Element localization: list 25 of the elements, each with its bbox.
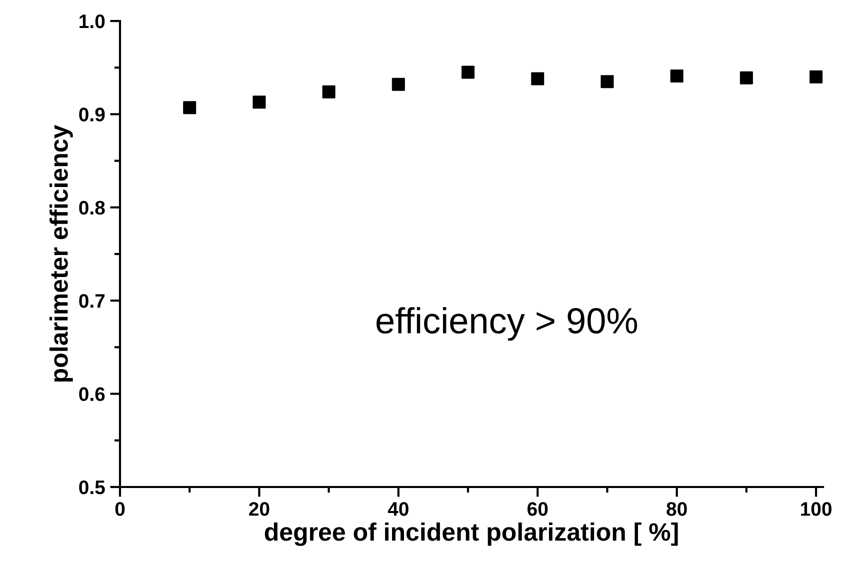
y-tick-label: 0.5: [79, 480, 105, 494]
x-tick-label: 80: [666, 502, 687, 516]
point: [740, 71, 753, 84]
point: [462, 66, 475, 79]
y-tick-label: 0.7: [79, 294, 105, 308]
point: [183, 101, 196, 114]
x-tick-label: 0: [115, 502, 125, 516]
y-axis-title: polarimeter efficiency: [50, 124, 73, 382]
annotation: efficiency > 90%: [376, 307, 638, 341]
x-tick-label: 60: [528, 502, 548, 516]
point: [670, 69, 684, 82]
y-tick-label: 0.8: [79, 200, 105, 215]
point: [322, 85, 336, 98]
x-tick-label: 100: [801, 502, 832, 516]
x-tick-label: 20: [249, 502, 270, 516]
y-tick-label: 0.9: [79, 108, 105, 122]
y-tick-label: 1.0: [80, 14, 105, 28]
point: [252, 96, 266, 109]
y-tick-label: 0.6: [79, 387, 105, 402]
x-axis-title: degree of incident polarization [ %]: [264, 522, 678, 546]
point: [600, 75, 614, 88]
x-tick-label: 40: [388, 502, 408, 516]
point: [531, 72, 544, 86]
point: [392, 78, 405, 91]
point: [810, 70, 823, 84]
